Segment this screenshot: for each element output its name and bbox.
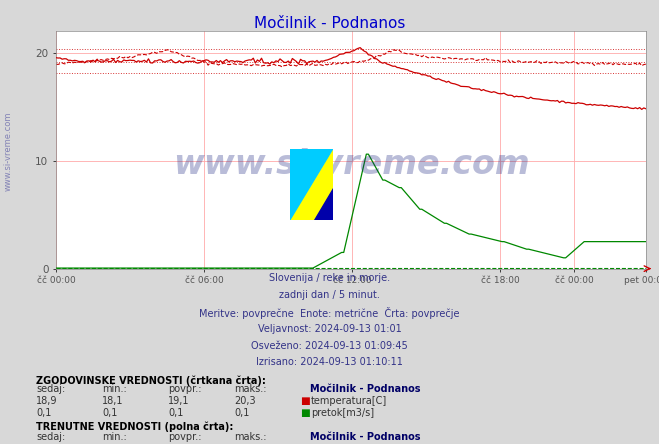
- Text: Slovenija / reke in morje.: Slovenija / reke in morje.: [269, 273, 390, 283]
- Text: 18,9: 18,9: [36, 396, 58, 407]
- Text: TRENUTNE VREDNOSTI (polna črta):: TRENUTNE VREDNOSTI (polna črta):: [36, 421, 234, 432]
- Polygon shape: [290, 149, 333, 220]
- Text: min.:: min.:: [102, 432, 127, 443]
- Text: www.si-vreme.com: www.si-vreme.com: [173, 147, 529, 181]
- Text: Izrisano: 2024-09-13 01:10:11: Izrisano: 2024-09-13 01:10:11: [256, 357, 403, 368]
- Text: 0,1: 0,1: [36, 408, 51, 418]
- Polygon shape: [290, 149, 333, 220]
- Text: pretok[m3/s]: pretok[m3/s]: [311, 408, 374, 418]
- Text: Veljavnost: 2024-09-13 01:01: Veljavnost: 2024-09-13 01:01: [258, 324, 401, 334]
- Text: Močilnik - Podnanos: Močilnik - Podnanos: [310, 384, 420, 394]
- Polygon shape: [314, 188, 333, 220]
- Text: sedaj:: sedaj:: [36, 432, 65, 443]
- Text: 19,1: 19,1: [168, 396, 190, 407]
- Text: ■: ■: [300, 408, 310, 418]
- Text: ZGODOVINSKE VREDNOSTI (črtkana črta):: ZGODOVINSKE VREDNOSTI (črtkana črta):: [36, 375, 266, 386]
- Text: povpr.:: povpr.:: [168, 432, 202, 443]
- Text: 0,1: 0,1: [168, 408, 183, 418]
- Text: www.si-vreme.com: www.si-vreme.com: [3, 111, 13, 191]
- Text: zadnji dan / 5 minut.: zadnji dan / 5 minut.: [279, 290, 380, 300]
- Text: Osveženo: 2024-09-13 01:09:45: Osveženo: 2024-09-13 01:09:45: [251, 341, 408, 351]
- Text: Meritve: povprečne  Enote: metrične  Črta: povprečje: Meritve: povprečne Enote: metrične Črta:…: [199, 307, 460, 319]
- Text: temperatura[C]: temperatura[C]: [311, 396, 387, 407]
- Text: Močilnik - Podnanos: Močilnik - Podnanos: [254, 16, 405, 31]
- Text: 20,3: 20,3: [234, 396, 256, 407]
- Text: maks.:: maks.:: [234, 432, 266, 443]
- Text: 0,1: 0,1: [102, 408, 117, 418]
- Text: sedaj:: sedaj:: [36, 384, 65, 394]
- Text: min.:: min.:: [102, 384, 127, 394]
- Text: 0,1: 0,1: [234, 408, 249, 418]
- Text: Močilnik - Podnanos: Močilnik - Podnanos: [310, 432, 420, 443]
- Text: maks.:: maks.:: [234, 384, 266, 394]
- Text: ■: ■: [300, 396, 310, 407]
- Text: povpr.:: povpr.:: [168, 384, 202, 394]
- Text: 18,1: 18,1: [102, 396, 124, 407]
